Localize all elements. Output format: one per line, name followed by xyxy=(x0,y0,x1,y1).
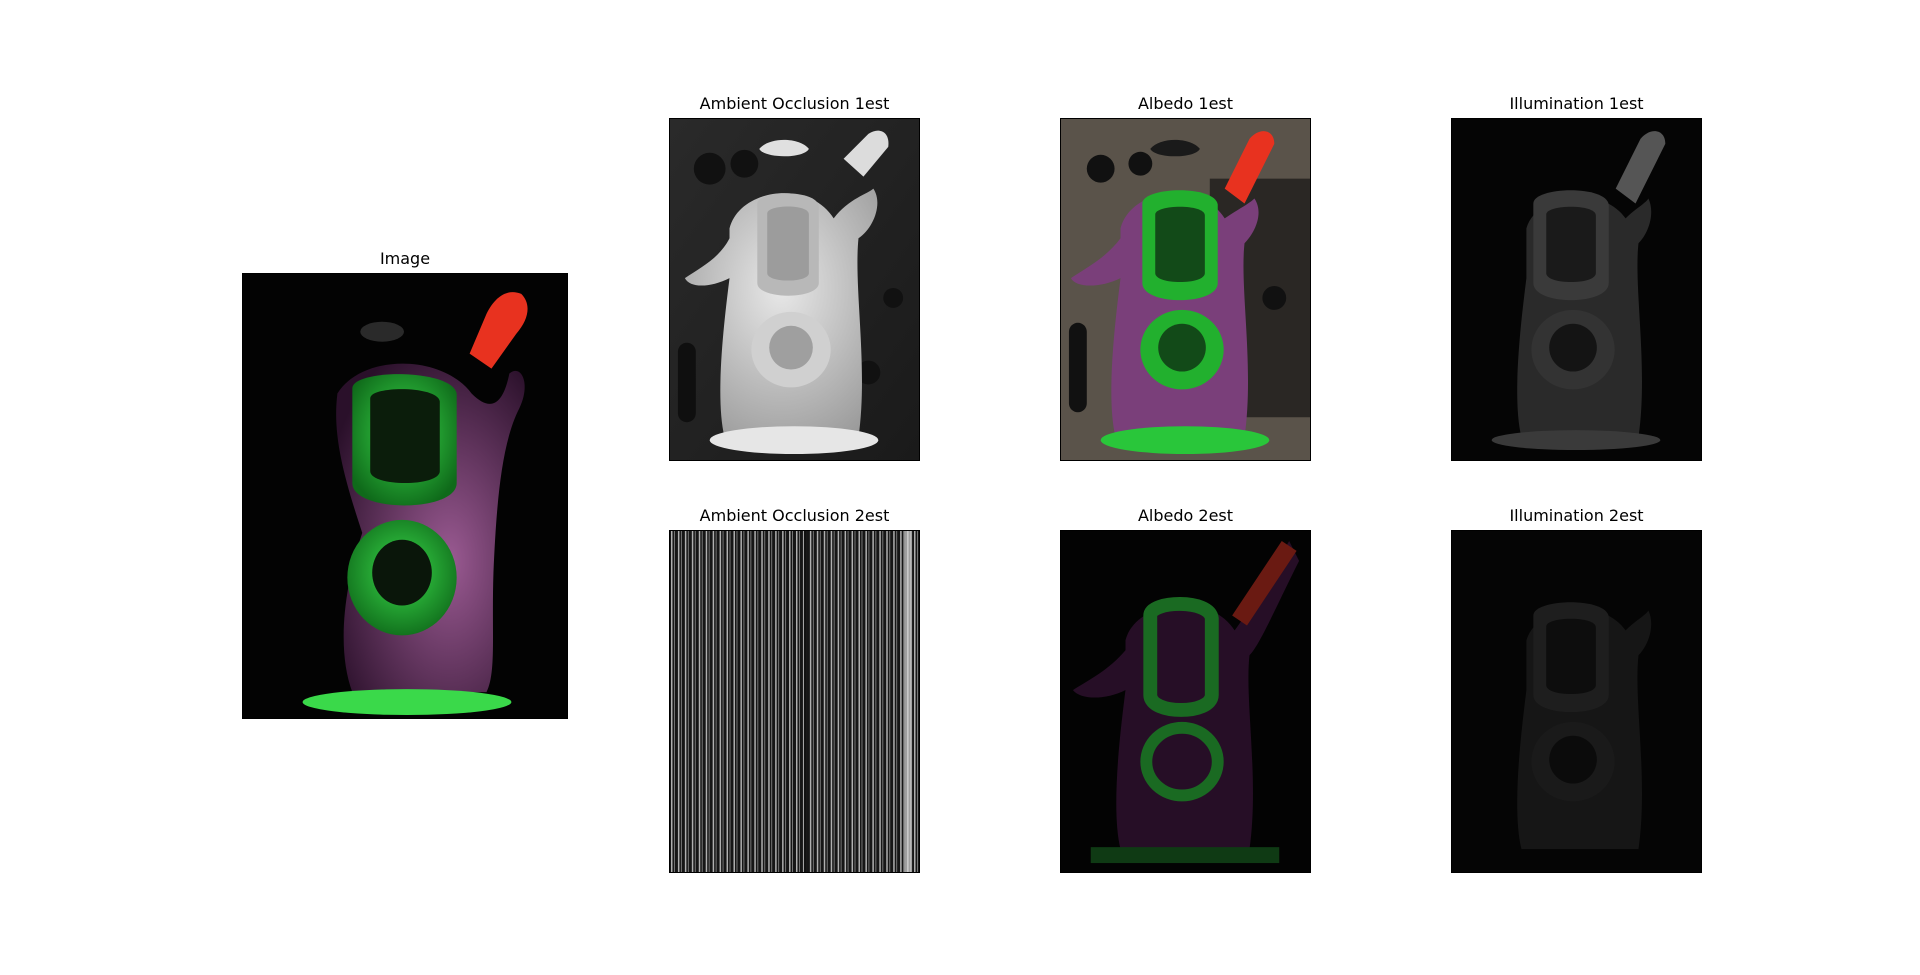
panel-albedo-1est: Albedo 1est xyxy=(1060,94,1311,461)
albedo-figurine xyxy=(1061,119,1310,460)
input-image xyxy=(242,273,568,719)
panel-title: Albedo 2est xyxy=(1137,506,1234,525)
panel-illumination-2est: Illumination 2est xyxy=(1451,506,1702,873)
illumination-figurine xyxy=(1452,119,1701,460)
albedo-2est-image xyxy=(1060,530,1311,873)
panel-title: Illumination 1est xyxy=(1509,94,1644,113)
ao-figurine xyxy=(670,119,919,460)
albedo-1est-image xyxy=(1060,118,1311,461)
panel-title: Image xyxy=(379,249,431,268)
illumination-1est-image xyxy=(1451,118,1702,461)
ao-2est-stripes xyxy=(670,531,919,872)
panel-title: Albedo 1est xyxy=(1137,94,1234,113)
ao-2est-image xyxy=(669,530,920,873)
albedo-2est-figurine xyxy=(1061,531,1310,872)
panel-ao-2est: Ambient Occlusion 2est xyxy=(669,506,920,873)
panel-title: Ambient Occlusion 2est xyxy=(699,506,890,525)
panel-title: Illumination 2est xyxy=(1509,506,1644,525)
illumination-2est-image xyxy=(1451,530,1702,873)
panel-albedo-2est: Albedo 2est xyxy=(1060,506,1311,873)
panel-ao-1est: Ambient Occlusion 1est xyxy=(669,94,920,461)
ao-1est-image xyxy=(669,118,920,461)
illumination-2est-figurine xyxy=(1452,531,1701,872)
panel-illumination-1est: Illumination 1est xyxy=(1451,94,1702,461)
figurine-photo xyxy=(243,274,567,718)
panel-title: Ambient Occlusion 1est xyxy=(699,94,890,113)
panel-image: Image xyxy=(242,249,568,719)
